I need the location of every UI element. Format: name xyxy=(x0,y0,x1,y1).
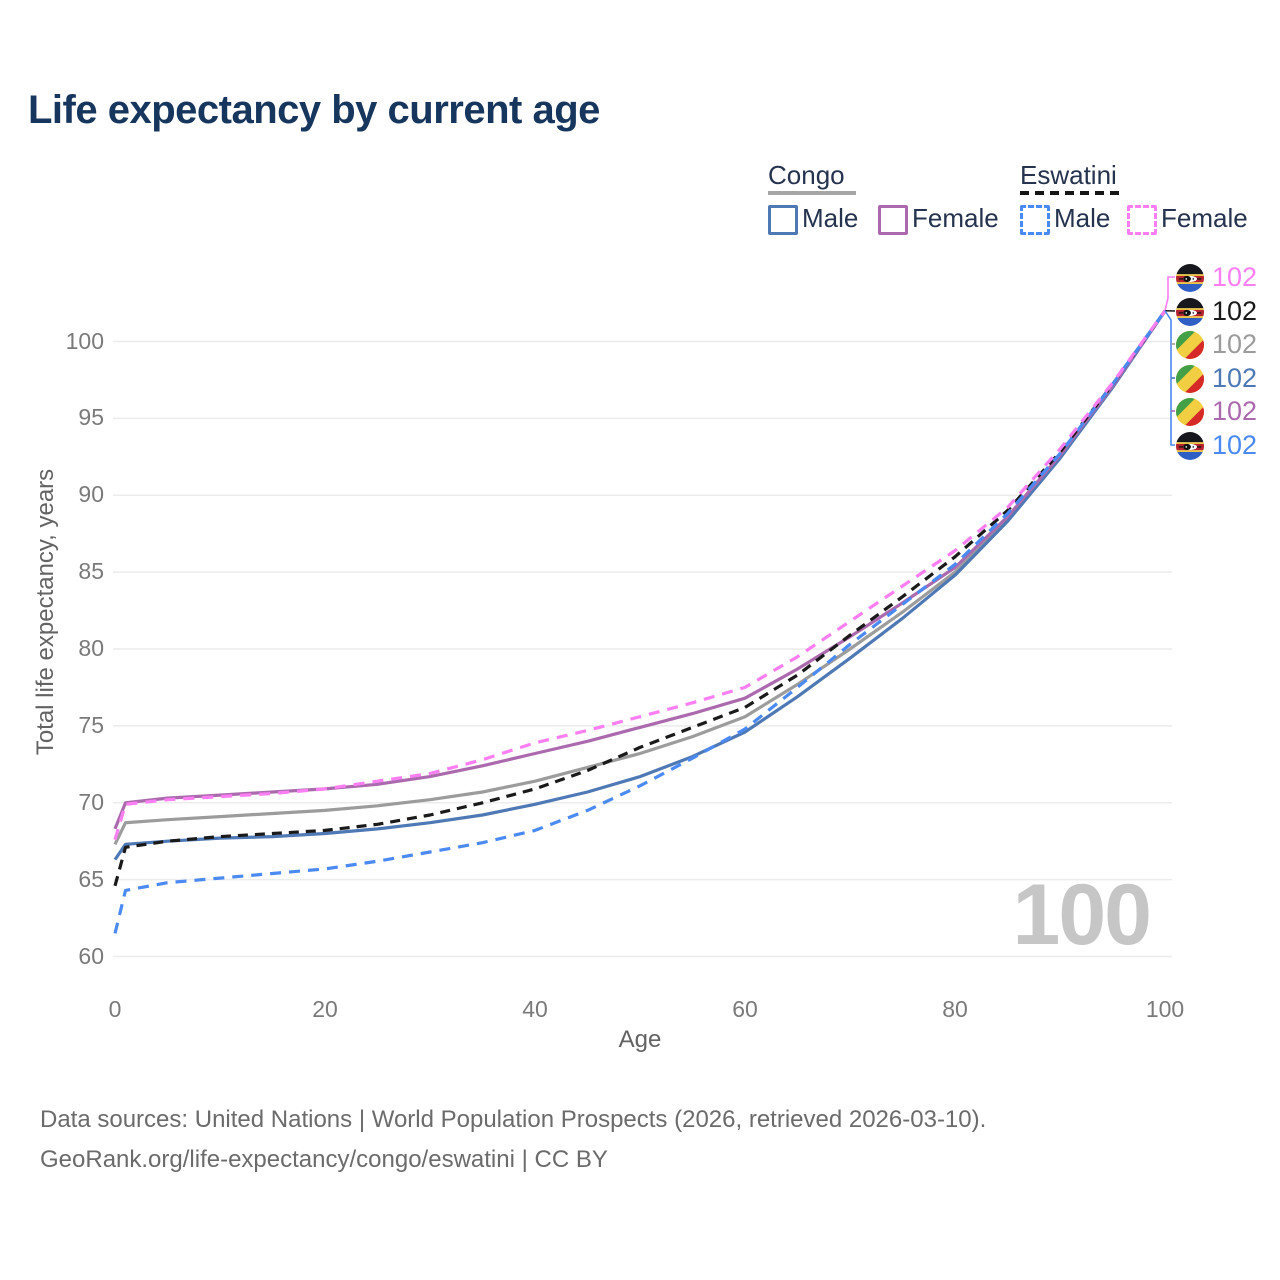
endpoint-value: 102 xyxy=(1212,329,1258,359)
endpoint-value: 102 xyxy=(1212,262,1258,292)
eswatini-dashed-line-sample xyxy=(1020,191,1120,195)
endpoint-label-congo_female: 102 xyxy=(1176,396,1257,427)
legend-group-eswatini-title: Eswatini xyxy=(1020,160,1117,190)
endpoint-value: 102 xyxy=(1212,296,1258,326)
series-line-congo_male xyxy=(113,309,1167,861)
x-tick-label: 0 xyxy=(108,996,122,1022)
x-tick-label: 100 xyxy=(1145,996,1185,1022)
congo-solid-line-sample xyxy=(768,191,856,195)
endpoint-value: 102 xyxy=(1212,363,1258,393)
endpoint-label-esw_both: 102 xyxy=(1176,296,1257,327)
series-line-esw_both xyxy=(113,309,1167,887)
endpoint-label-esw_male: 102 xyxy=(1176,430,1257,461)
end-label-connector xyxy=(1164,310,1175,446)
attribution-text: GeoRank.org/life-expectancy/congo/eswati… xyxy=(40,1146,608,1173)
y-tick-label: 95 xyxy=(78,404,104,431)
eswatini-flag-icon xyxy=(1176,297,1204,326)
data-sources-text: Data sources: United Nations | World Pop… xyxy=(40,1106,987,1133)
y-tick-label: 85 xyxy=(78,558,104,585)
congo-flag-icon xyxy=(1176,364,1204,393)
congo-flag-icon xyxy=(1176,397,1204,426)
series-line-congo_both xyxy=(113,309,1167,845)
congo-female-swatch-icon xyxy=(878,205,908,235)
congo-flag-icon xyxy=(1176,330,1204,359)
endpoint-value: 102 xyxy=(1212,396,1258,426)
eswatini-male-swatch-icon xyxy=(1020,205,1050,235)
y-tick-label: 100 xyxy=(65,327,104,354)
y-tick-label: 70 xyxy=(78,788,104,815)
series-line-congo_female xyxy=(113,309,1167,830)
y-tick-label: 75 xyxy=(78,711,104,738)
endpoint-value: 102 xyxy=(1212,430,1258,460)
eswatini-female-swatch-icon xyxy=(1127,205,1157,235)
y-tick-label: 65 xyxy=(78,865,104,892)
page-title: Life expectancy by current age xyxy=(28,88,600,132)
eswatini-flag-icon xyxy=(1176,431,1204,460)
legend-label-congo-female: Female xyxy=(912,203,999,233)
age-watermark: 100 xyxy=(1012,867,1153,963)
y-tick-label: 60 xyxy=(78,942,104,969)
legend-label-congo-male: Male xyxy=(802,203,859,233)
end-label-connector xyxy=(1164,276,1175,311)
y-tick-label: 80 xyxy=(78,635,104,661)
x-tick-label: 20 xyxy=(312,996,338,1022)
endpoint-label-esw_female: 102 xyxy=(1176,262,1257,293)
endpoint-label-congo_both: 102 xyxy=(1176,329,1257,360)
x-tick-label: 40 xyxy=(522,996,548,1022)
series-line-esw_male xyxy=(113,309,1167,934)
endpoint-label-congo_male: 102 xyxy=(1176,363,1257,394)
legend-label-eswatini-male: Male xyxy=(1054,203,1111,233)
x-tick-label: 80 xyxy=(942,996,968,1022)
eswatini-flag-icon xyxy=(1176,263,1204,292)
x-axis-title: Age xyxy=(618,1026,662,1053)
congo-male-swatch-icon xyxy=(768,205,798,235)
legend-label-eswatini-female: Female xyxy=(1161,203,1248,233)
series-line-esw_female xyxy=(113,309,1167,841)
legend-group-congo-title: Congo xyxy=(768,160,845,190)
x-tick-label: 60 xyxy=(732,996,758,1022)
y-tick-label: 90 xyxy=(78,481,104,508)
